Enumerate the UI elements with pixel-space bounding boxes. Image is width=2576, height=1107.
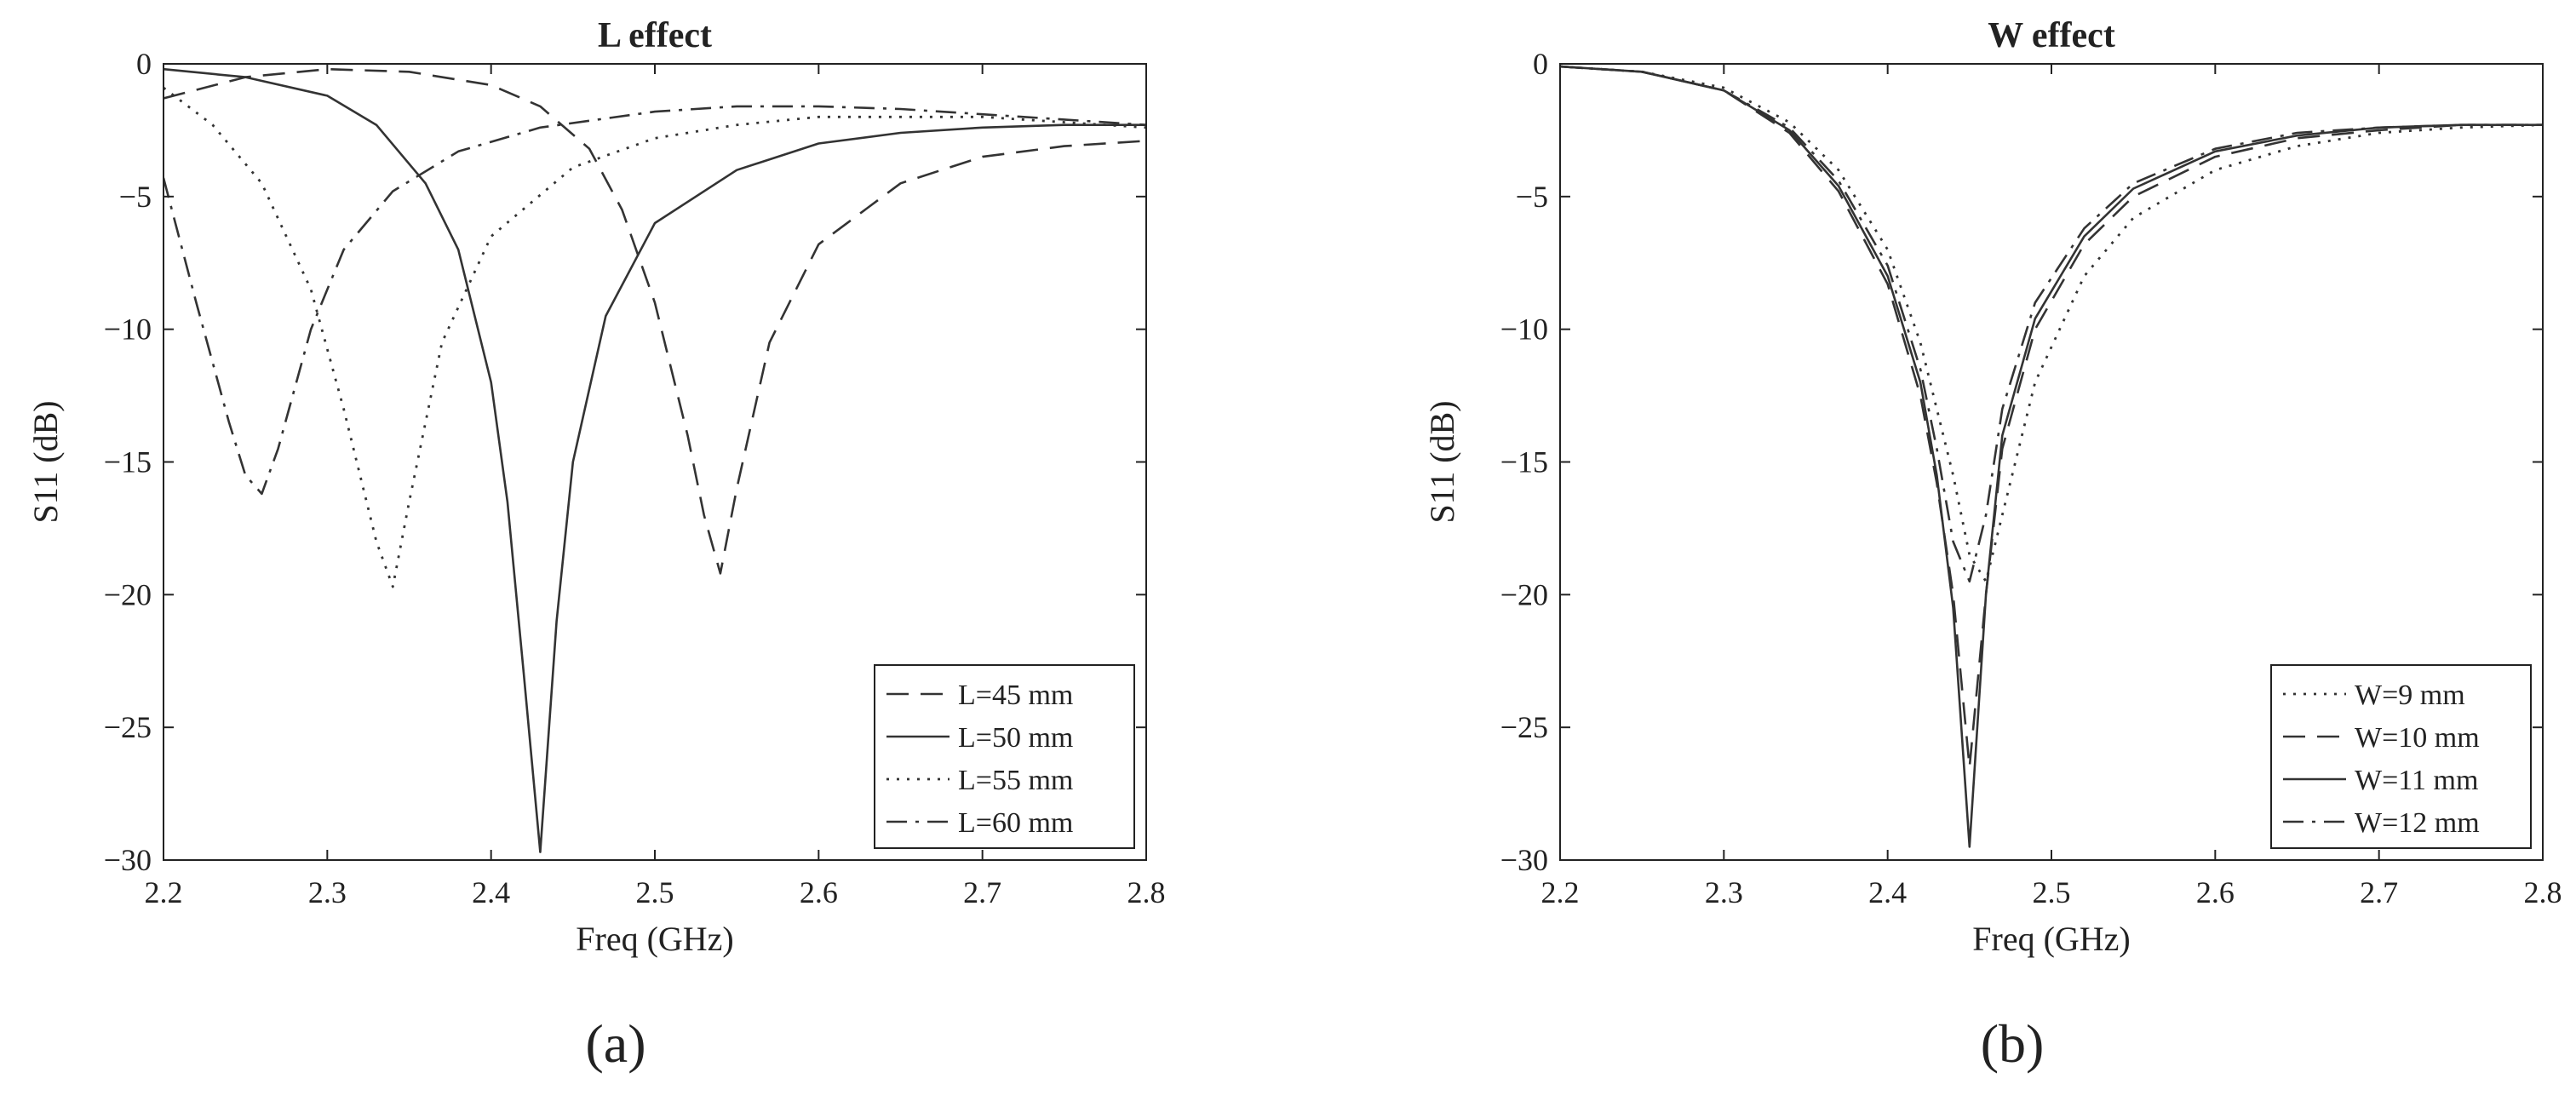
y-axis-label: S11 (dB) bbox=[26, 400, 65, 523]
x-tick-label: 2.5 bbox=[2033, 875, 2071, 909]
y-tick-label: −20 bbox=[1500, 577, 1548, 611]
x-axis-label: Freq (GHz) bbox=[1972, 920, 2131, 958]
y-tick-label: −5 bbox=[119, 180, 152, 214]
legend-label: L=55 mm bbox=[958, 765, 1073, 796]
series-line-w-12-mm bbox=[1560, 65, 2543, 583]
legend-label: W=9 mm bbox=[2355, 680, 2465, 711]
panel-label-b: (b) bbox=[1981, 1013, 2045, 1074]
series-line-w-9-mm bbox=[1560, 65, 2543, 583]
series-group bbox=[1560, 65, 2543, 848]
x-tick-label: 2.3 bbox=[308, 875, 347, 909]
chart-title: W effect bbox=[1988, 16, 2115, 55]
legend-label: W=10 mm bbox=[2355, 722, 2480, 754]
y-tick-label: −30 bbox=[1500, 843, 1548, 877]
series-line-w-10-mm bbox=[1560, 65, 2543, 769]
y-tick-label: 0 bbox=[1533, 47, 1548, 81]
series-group bbox=[164, 67, 1146, 853]
legend-label: L=60 mm bbox=[958, 807, 1073, 839]
x-tick-label: 2.8 bbox=[1127, 875, 1166, 909]
y-tick-label: −25 bbox=[1500, 710, 1548, 744]
x-tick-label: 2.7 bbox=[963, 875, 1001, 909]
y-tick-label: −15 bbox=[104, 445, 152, 479]
x-tick-label: 2.7 bbox=[2360, 875, 2398, 909]
series-line-l-45-mm bbox=[164, 67, 1146, 575]
y-tick-label: 0 bbox=[136, 47, 152, 81]
x-tick-label: 2.4 bbox=[472, 875, 510, 909]
series-line-l-60-mm bbox=[164, 105, 1146, 496]
x-tick-label: 2.5 bbox=[636, 875, 674, 909]
legend-label: W=11 mm bbox=[2355, 765, 2478, 796]
y-tick-label: −30 bbox=[104, 843, 152, 877]
chart-panel-a: 2.2 2.3 2.4 2.5 2.6 2.7 2.8 0 −5 −10 −15 −20 −25 −30 L… bbox=[26, 16, 1166, 958]
chart-panel-b: 2.2 2.3 2.4 2.5 2.6 2.7 2.8 0 −5 −10 −15 −20 −25 −30 W… bbox=[1423, 16, 2562, 958]
y-tick-label: −10 bbox=[104, 313, 152, 347]
chart-title: L effect bbox=[598, 16, 712, 55]
y-axis-label: S11 (dB) bbox=[1423, 400, 1461, 523]
y-tick-label: −5 bbox=[1516, 180, 1548, 214]
panel-label-a: (a) bbox=[585, 1013, 645, 1074]
series-line-l-50-mm bbox=[164, 67, 1146, 853]
x-tick-label: 2.4 bbox=[1868, 875, 1907, 909]
series-line-w-11-mm bbox=[1560, 65, 2543, 848]
legend: W=9 mm W=10 mm W=11 mm W=12 mm bbox=[2270, 664, 2532, 849]
x-tick-label: 2.3 bbox=[1705, 875, 1743, 909]
legend: L=45 mm L=50 mm L=55 mm L=60 mm bbox=[874, 664, 1135, 849]
y-tick-label: −20 bbox=[104, 577, 152, 611]
legend-box bbox=[874, 664, 1135, 849]
x-tick-label: 2.8 bbox=[2524, 875, 2562, 909]
legend-label: L=50 mm bbox=[958, 722, 1073, 754]
legend-label: W=12 mm bbox=[2355, 807, 2480, 839]
x-tick-label: 2.6 bbox=[2196, 875, 2235, 909]
y-tick-label: −25 bbox=[104, 710, 152, 744]
x-tick-label: 2.2 bbox=[1541, 875, 1580, 909]
y-tick-label: −15 bbox=[1500, 445, 1548, 479]
x-tick-label: 2.2 bbox=[145, 875, 183, 909]
series-line-l-55-mm bbox=[164, 86, 1146, 588]
legend-box bbox=[2270, 664, 2532, 849]
y-tick-label: −10 bbox=[1500, 313, 1548, 347]
x-axis-label: Freq (GHz) bbox=[576, 920, 734, 958]
x-tick-label: 2.6 bbox=[800, 875, 838, 909]
legend-label: L=45 mm bbox=[958, 680, 1073, 711]
